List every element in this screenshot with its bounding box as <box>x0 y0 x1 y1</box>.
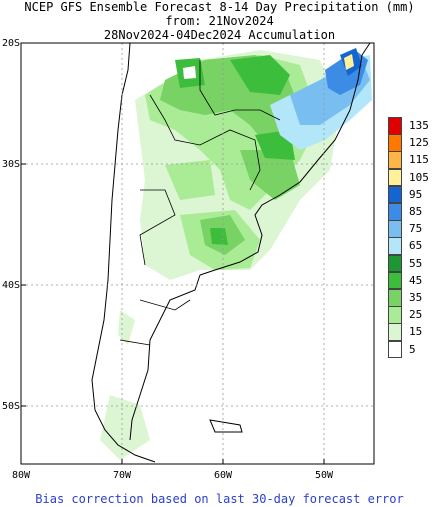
legend-label: 65 <box>409 239 423 253</box>
lon-label: 50W <box>315 470 334 481</box>
legend-label: 15 <box>409 325 423 339</box>
legend-label: 45 <box>409 273 423 287</box>
legend-label: 25 <box>409 308 423 322</box>
legend-swatch <box>388 220 402 238</box>
legend-label: 35 <box>409 291 423 304</box>
graticule <box>21 43 374 464</box>
legend-label: 115 <box>409 153 429 167</box>
lat-label: 30S <box>2 159 21 170</box>
legend-swatch <box>388 185 402 204</box>
legend-label: 55 <box>409 256 423 270</box>
coastlines <box>91 43 371 463</box>
legend-swatch <box>388 271 402 290</box>
map-title-line1: NCEP GFS Ensemble Forecast 8-14 Day Prec… <box>24 0 415 14</box>
map-title-line2: from: 21Nov2024 <box>165 14 274 28</box>
legend-swatch <box>388 134 402 152</box>
legend-swatch <box>388 323 402 342</box>
legend-swatch <box>388 306 402 324</box>
legend-swatch <box>388 289 402 307</box>
lat-label: 20S <box>2 38 21 49</box>
legend-swatch <box>388 203 402 221</box>
map-frame <box>20 42 375 465</box>
map-title-line3: 28Nov2024-04Dec2024 Accumulation <box>103 28 336 42</box>
lat-label: 40S <box>2 280 21 291</box>
legend-swatch <box>388 117 402 135</box>
lon-label: 70W <box>113 470 132 481</box>
legend-label: 95 <box>409 187 423 201</box>
legend-swatch <box>388 168 402 187</box>
precipitation-fields <box>100 48 372 460</box>
legend-label: 105 <box>409 170 429 184</box>
legend-label: 5 <box>409 342 416 356</box>
legend-label: 135 <box>409 119 429 132</box>
legend-label: 125 <box>409 136 429 150</box>
lat-label: 50S <box>2 401 21 412</box>
legend-swatch <box>388 254 402 273</box>
bias-correction-note: Bias correction based on last 30-day for… <box>35 492 404 506</box>
legend-swatch <box>388 340 402 359</box>
legend-swatch <box>388 151 402 170</box>
lon-label: 80W <box>12 470 31 481</box>
legend-label: 75 <box>409 222 423 236</box>
country-borders <box>119 60 281 346</box>
lon-label: 60W <box>214 470 233 481</box>
legend-label: 85 <box>409 205 423 218</box>
legend-swatch <box>388 237 402 256</box>
